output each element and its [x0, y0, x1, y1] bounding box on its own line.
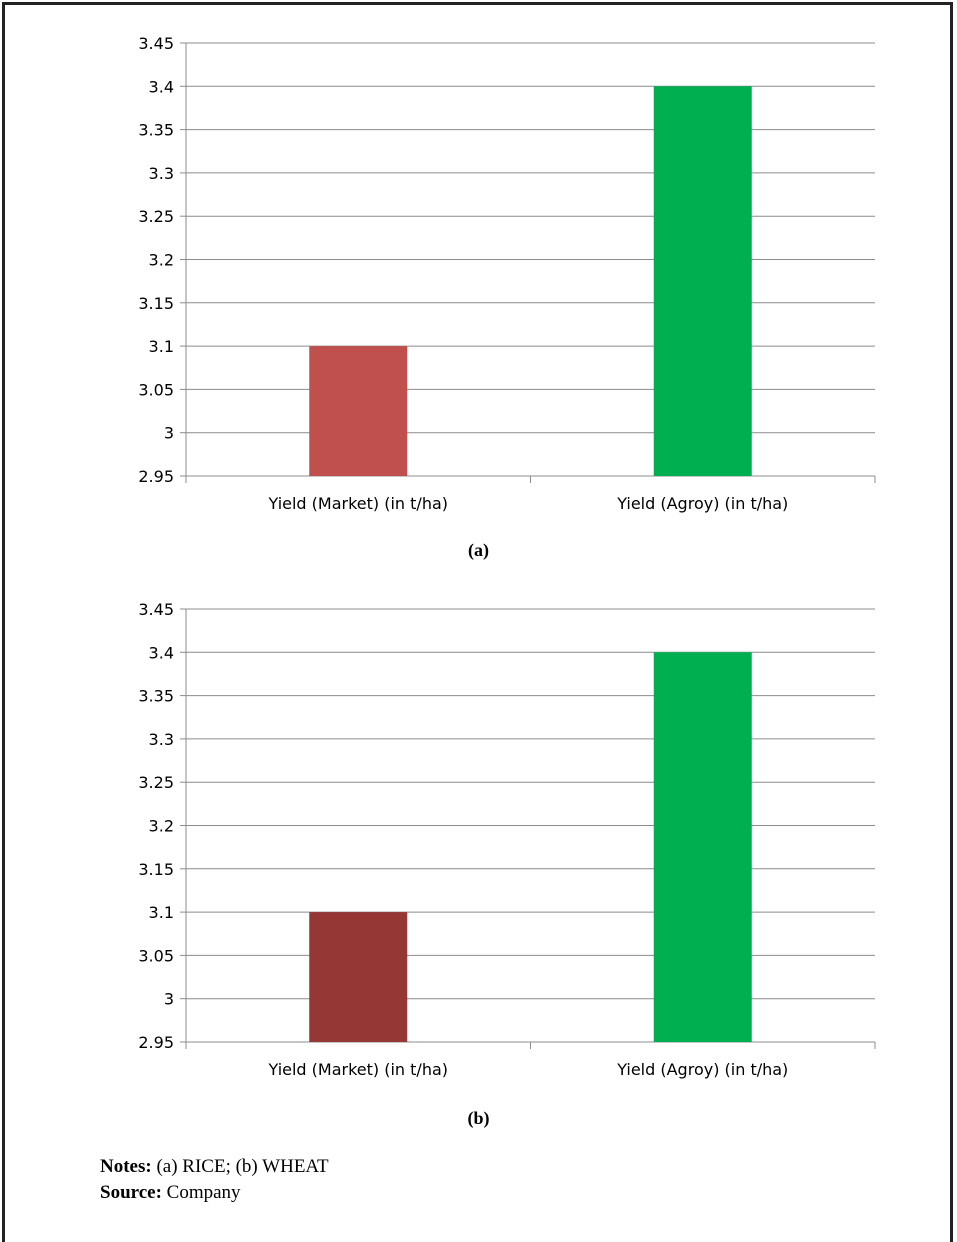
- bar-agroy: [653, 652, 752, 1042]
- y-tick-label: 3.3: [149, 164, 174, 183]
- bar-market: [309, 912, 408, 1042]
- y-tick-label: 3.35: [138, 687, 174, 706]
- y-tick-label: 3.45: [138, 34, 174, 53]
- y-tick-label: 3.05: [138, 946, 174, 965]
- y-tick-label: 3.15: [138, 294, 174, 313]
- bar-market: [309, 346, 408, 476]
- y-tick-label: 3.4: [149, 77, 174, 96]
- y-tick-label: 3.35: [138, 121, 174, 140]
- y-tick-label: 3.4: [149, 643, 174, 662]
- panel-label-b: (b): [467, 1108, 490, 1128]
- notes-line: Notes: (a) RICE; (b) WHEAT: [100, 1156, 329, 1178]
- source-text: Company: [161, 1182, 241, 1203]
- y-tick-label: 3.2: [149, 817, 174, 836]
- y-tick-label: 3.3: [149, 730, 174, 749]
- chart-a: 3.45 3.4 3.35 3.3 3.25 3.2 3.15 3.1 3.05 3 2.95 Yie…: [138, 34, 876, 513]
- x-category-label: Yield (Agroy) (in t/ha): [616, 1060, 788, 1079]
- chart-b: 3.45 3.4 3.35 3.3 3.25 3.2 3.15 3.1 3.05 3 2.95 Yie…: [138, 600, 876, 1079]
- x-category-label: Yield (Market) (in t/ha): [267, 1060, 448, 1079]
- source-label: Source:: [100, 1182, 162, 1203]
- y-tick-label: 3.2: [149, 251, 174, 270]
- y-tick-label: 3.25: [138, 773, 174, 792]
- y-tick-label: 3.1: [149, 337, 174, 356]
- x-category-label: Yield (Agroy) (in t/ha): [616, 494, 788, 513]
- y-tick-label: 3.1: [149, 903, 174, 922]
- y-tick-label: 2.95: [138, 467, 174, 486]
- notes-text: (a) RICE; (b) WHEAT: [151, 1156, 329, 1177]
- source-line: Source: Company: [100, 1182, 241, 1204]
- y-tick-label: 3.25: [138, 207, 174, 226]
- y-tick-label: 3.15: [138, 860, 174, 879]
- y-tick-label: 3: [164, 424, 174, 443]
- y-tick-label: 3.05: [138, 380, 174, 399]
- bar-agroy: [653, 86, 752, 477]
- panel-label-a: (a): [468, 540, 489, 560]
- x-category-label: Yield (Market) (in t/ha): [267, 494, 448, 513]
- y-tick-label: 3.45: [138, 600, 174, 619]
- y-tick-label: 3: [164, 990, 174, 1009]
- notes-label: Notes:: [100, 1156, 152, 1177]
- y-tick-label: 2.95: [138, 1033, 174, 1052]
